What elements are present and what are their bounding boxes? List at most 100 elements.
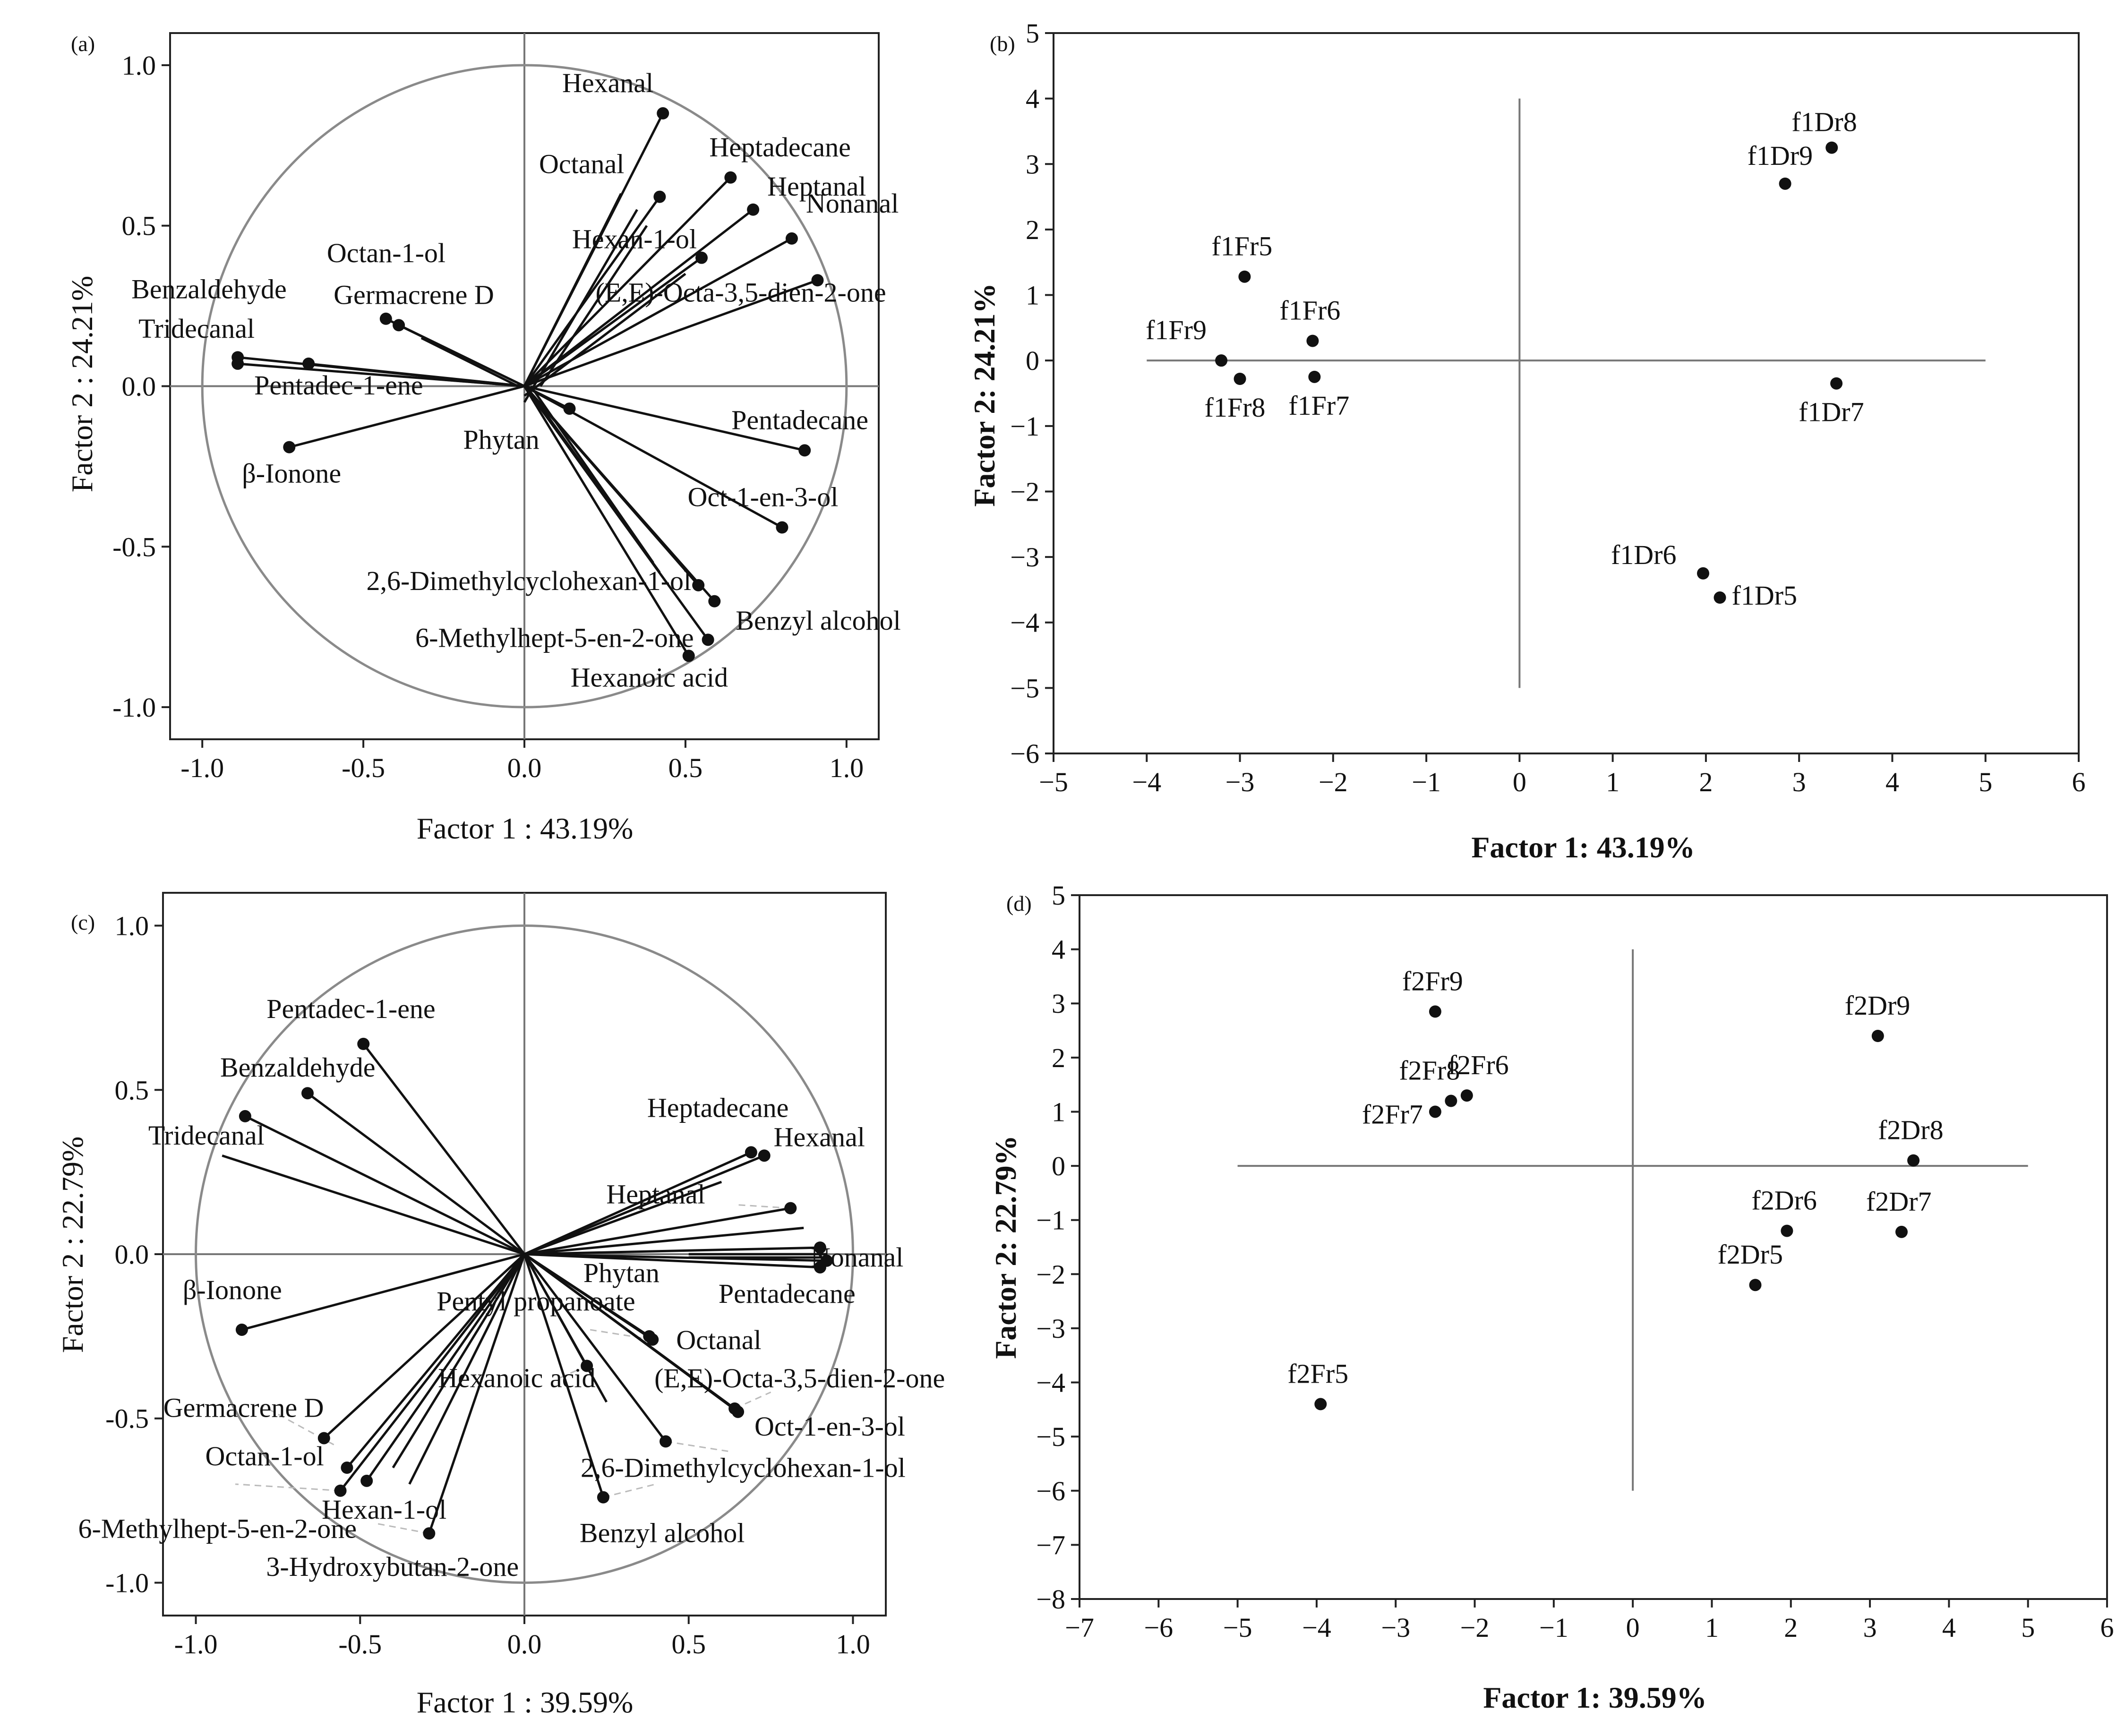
panel-a-y-axis-title: Factor 2 : 24.21%	[65, 276, 99, 493]
panel-c-vector-line	[362, 1043, 525, 1255]
panel-c-data-point	[317, 1432, 330, 1445]
panel-c-leader-line	[235, 1483, 341, 1492]
panel-c-data-point	[423, 1527, 436, 1540]
panel-a-point-label: Germacrene D	[334, 279, 494, 310]
panel-b-point-label: f1Fr5	[1211, 231, 1272, 262]
panel-d-y-axis-title: Factor 2: 22.79%	[989, 1135, 1022, 1359]
panel-d-y-tick-label: −4	[1036, 1368, 1065, 1398]
panel-c-x-tick-label: 1.0	[836, 1629, 870, 1659]
panel-d-y-tick-label: −1	[1036, 1205, 1065, 1236]
panel-b-x-tick-label: 4	[1885, 767, 1899, 797]
panel-d-y-tick-label: −7	[1036, 1530, 1065, 1560]
panel-b-x-axis-title: Factor 1: 43.19%	[1471, 830, 1695, 864]
panel-c-data-point	[814, 1241, 826, 1254]
panel-c-data-point	[581, 1360, 593, 1372]
panel-a-y-tick-label: 0.5	[122, 211, 156, 241]
panel-c-vector-line	[523, 1253, 667, 1442]
panel-d-data-point	[1895, 1225, 1908, 1238]
panel-b-x-tick-label: 5	[1979, 767, 1992, 797]
panel-a-data-point	[682, 650, 695, 662]
panel-d-data-point	[1445, 1095, 1457, 1107]
panel-d: (d) −7 −6 −5 −4 −3 −2 −1 0 1 2 3 4 5 6−8−7−6−5−4−3−2−…	[989, 880, 2114, 1714]
panel-a-point-label: (E,E)-Octa-3,5-dien-2-one	[595, 277, 886, 308]
panel-c-data-point	[646, 1333, 659, 1346]
panel-c-vector-line	[524, 1253, 821, 1269]
panel-a-data-point	[379, 312, 392, 325]
panel-d-point-label: f2Dr9	[1845, 990, 1911, 1021]
panel-c-leader-line	[665, 1440, 728, 1452]
panel-c-vector-line	[524, 1180, 722, 1256]
panel-b-data-point	[1306, 334, 1319, 347]
panel-c-vector-line	[366, 1253, 526, 1482]
panel-a-y-tick-label: 1.0	[122, 50, 156, 81]
panel-d-point-label: f2Dr8	[1878, 1115, 1944, 1146]
panel-a: (a) -1.0 -0.5 0.0 0.5 1.0 -1.0 -0.5 0.0 0.5 1.0 He…	[65, 32, 901, 845]
panel-c-vector-line	[428, 1254, 526, 1534]
panel-d-y-tick-label: 2	[1052, 1043, 1065, 1073]
panel-c-y-tick-label: 0.5	[115, 1075, 149, 1105]
panel-a-point-label: Pentadec-1-ene	[254, 370, 423, 401]
panel-c-x-tick-label: -1.0	[174, 1629, 218, 1659]
panel-a-tag: (a)	[71, 32, 95, 56]
panel-b-data-point	[1697, 567, 1709, 580]
panel-b: (b) −5 −4 −3 −2 −1 0 1 2 3 4 5 6−6−5−4−3−2−1012345f…	[968, 18, 2086, 864]
panel-c-point-label: β-Ionone	[183, 1274, 282, 1305]
panel-a-point-label: β-Ionone	[242, 458, 341, 489]
panel-a-vector-line	[523, 208, 754, 387]
panel-d-point-label: f2Dr7	[1866, 1186, 1932, 1217]
panel-a-vector-line	[420, 337, 519, 387]
panel-c-point-label: Pentadec-1-ene	[266, 993, 435, 1024]
panel-a-point-label: Benzyl alcohol	[736, 605, 901, 636]
panel-a-data-point	[563, 402, 576, 415]
panel-c-point-label: Heptanal	[606, 1179, 705, 1210]
panel-c-vector-line	[523, 1151, 752, 1256]
panel-b-x-tick-label: 0	[1513, 767, 1526, 797]
panel-c-plot: -1.0 -0.5 0.0 0.5 1.0 -1.0 -0.5 0.0 0.5 1.0 Pentad…	[78, 892, 945, 1659]
panel-a-data-point	[708, 595, 721, 607]
panel-c-tag: (c)	[71, 910, 95, 934]
panel-b-point-label: f1Fr8	[1205, 392, 1266, 423]
panel-d-x-tick-label: −5	[1223, 1612, 1252, 1643]
panel-a-data-point	[653, 190, 666, 203]
panel-d-data-point	[1749, 1279, 1762, 1291]
panel-c-vector-line	[408, 1253, 526, 1485]
panel-a-data-point	[393, 319, 405, 332]
panel-c-vector-line	[523, 1253, 588, 1367]
panel-a-x-tick-label: 0.0	[507, 753, 542, 783]
panel-c-point-label: Oct-1-en-3-ol	[754, 1411, 905, 1442]
panel-b-y-tick-label: −4	[1010, 607, 1039, 638]
panel-a-vector-line	[523, 237, 793, 387]
panel-b-y-axis-title: Factor 2: 24.21%	[968, 283, 1001, 506]
panel-a-x-axis-title: Factor 1 : 43.19%	[417, 812, 634, 845]
panel-b-tag: (b)	[990, 32, 1015, 56]
panel-d-tag: (d)	[1006, 891, 1032, 915]
panel-b-data-point	[1308, 370, 1321, 383]
panel-a-vector-line	[308, 362, 525, 387]
panel-a-point-label: Benzaldehyde	[131, 274, 287, 304]
panel-c-leader-line	[376, 1522, 429, 1534]
panel-d-data-point	[1429, 1005, 1441, 1018]
panel-c-data-point	[301, 1087, 314, 1100]
panel-a-vector-line	[524, 279, 818, 387]
panel-c-vector-line	[244, 1115, 525, 1256]
panel-a-point-label: Hexan-1-ol	[572, 224, 697, 255]
panel-b-y-tick-label: 4	[1026, 84, 1039, 114]
panel-d-plot: −7 −6 −5 −4 −3 −2 −1 0 1 2 3 4 5 6−8−7−6−5−4−3−2−1012…	[1036, 880, 2114, 1643]
panel-a-x-tick-label: -1.0	[180, 753, 224, 783]
panel-c-x-tick-label: -0.5	[338, 1629, 382, 1659]
panel-d-point-label: f2Fr7	[1362, 1099, 1423, 1129]
panel-b-point-label: f1Dr7	[1799, 397, 1864, 428]
panel-c-data-point	[732, 1405, 745, 1418]
panel-c-y-tick-label: 1.0	[115, 911, 149, 941]
panel-a-point-label: Octanal	[539, 149, 624, 180]
panel-b-plot-frame	[1053, 32, 2080, 754]
panel-c-vector-line	[222, 1154, 525, 1256]
panel-d-x-tick-label: 0	[1626, 1612, 1640, 1643]
panel-b-y-tick-label: 0	[1026, 345, 1039, 376]
panel-b-x-tick-label: −2	[1319, 767, 1348, 797]
panel-b-point-label: f1Fr6	[1279, 295, 1340, 326]
panel-c-point-label: Tridecanal	[148, 1120, 265, 1151]
panel-c-y-tick-label: -0.5	[105, 1403, 149, 1434]
panel-d-data-point	[1871, 1030, 1884, 1042]
panel-a-point-label: Hexanal	[562, 68, 653, 98]
